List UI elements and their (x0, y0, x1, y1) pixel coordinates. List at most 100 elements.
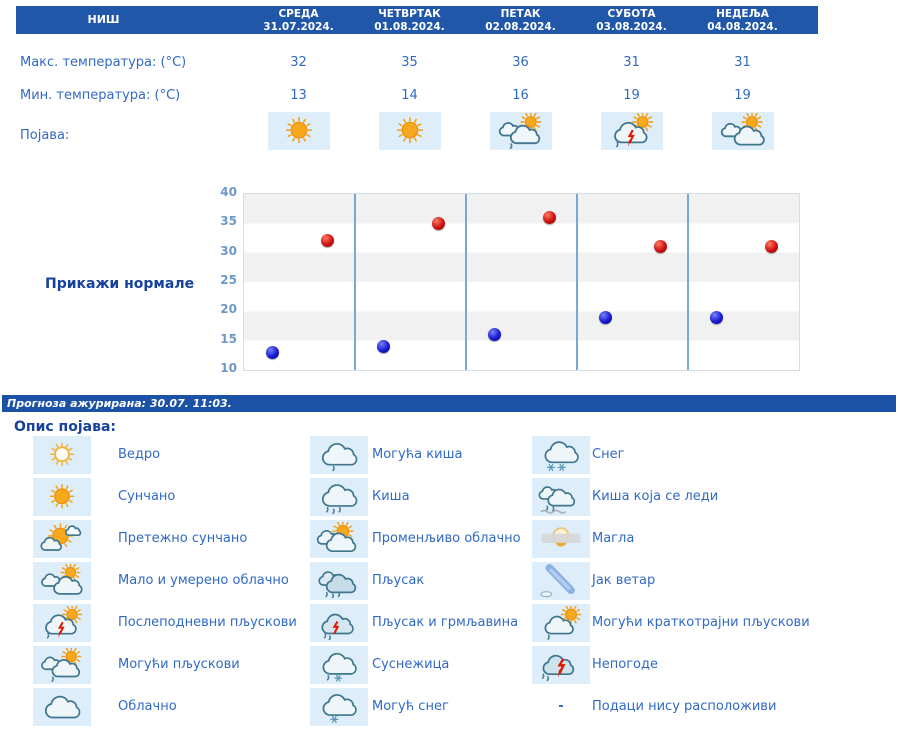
legend-label: Послеподневни пљускови (118, 615, 297, 630)
sunny-icon (382, 113, 438, 149)
temperature-chart-plot (243, 193, 800, 371)
possible-showers-icon (493, 111, 549, 149)
day-date: 03.08.2024. (596, 21, 667, 33)
min-temp-dot (376, 340, 390, 354)
day-header: СРЕДА 31.07.2024. (243, 7, 354, 34)
legend-label: Снег (592, 447, 625, 462)
day-header: ПЕТАК 02.08.2024. (465, 7, 576, 34)
day-date: 04.08.2024. (707, 21, 778, 33)
legend-label: Суснежица (372, 657, 450, 672)
fog-icon (535, 522, 587, 556)
legend-label: Киша која се леди (592, 489, 719, 504)
legend-icon-tile (33, 478, 91, 516)
max-temp-dot (653, 240, 667, 254)
legend-icon-tile (310, 688, 368, 726)
y-axis-tick-label: 15 (220, 331, 237, 346)
city-name: НИШ (87, 13, 120, 26)
min-temp-dot (265, 345, 279, 359)
day-phenomenon-tile (378, 112, 441, 150)
legend-label: Променљиво облачно (372, 531, 521, 546)
day-name: НЕДЕЉА (716, 8, 769, 20)
min-temp-value: 13 (290, 88, 307, 103)
min-temp-row-label: Мин. температура: (°C) (20, 88, 181, 103)
legend-label: Облачно (118, 699, 177, 714)
legend-label: Мало и умерено облачно (118, 573, 289, 588)
mostly-sunny-icon (36, 522, 88, 556)
legend-icon-tile (310, 520, 368, 558)
legend-icon-tile (310, 562, 368, 600)
legend-icon-tile (33, 562, 91, 600)
y-axis-tick-label: 35 (220, 214, 237, 229)
legend-heading: Опис појава: (14, 419, 116, 435)
min-temp-dot (709, 310, 723, 324)
min-temp-value: 16 (512, 88, 529, 103)
max-temp-value: 35 (401, 55, 418, 70)
max-temp-value: 32 (290, 55, 307, 70)
legend-icon-tile (310, 604, 368, 642)
min-temp-value: 19 (623, 88, 640, 103)
shower-thunder-icon (313, 606, 365, 641)
min-temp-value: 14 (401, 88, 418, 103)
day-date: 02.08.2024. (485, 21, 556, 33)
max-temp-dot (764, 240, 778, 254)
show-normals-link[interactable]: Прикажи нормале (45, 276, 195, 292)
rain-icon (313, 480, 365, 514)
cloudy-icon (36, 690, 88, 724)
legend-label: Пљусак и грмљавина (372, 615, 519, 630)
max-temp-value: 36 (512, 55, 529, 70)
day-header: НЕДЕЉА 04.08.2024. (687, 7, 798, 34)
max-temp-dot (431, 216, 445, 230)
legend-label: Могући краткотрајни пљускови (592, 615, 810, 630)
afternoon-showers-icon (604, 111, 660, 149)
max-temp-dot (320, 234, 334, 248)
max-temp-row-label: Макс. температура: (°C) (20, 55, 187, 70)
y-axis-tick-label: 10 (220, 361, 237, 375)
legend-label: Претежно сунчано (118, 531, 248, 546)
legend-label: Могућ снег (372, 699, 449, 714)
legend-label: Киша (372, 489, 410, 504)
day-name: ЧЕТВРТАК (378, 8, 441, 20)
day-header: СУБОТА 03.08.2024. (576, 7, 687, 34)
day-phenomenon-tile (489, 111, 552, 150)
no-data-dash: - (558, 699, 564, 714)
sleet-icon (313, 648, 365, 682)
legend-icon-tile (33, 520, 91, 558)
day-name: СРЕДА (278, 8, 319, 20)
forecast-updated-bar: Прогноза ажурирана: 30.07. 11:03. (2, 395, 896, 412)
day-phenomenon-tile (267, 112, 330, 150)
legend-label: Могућа киша (372, 447, 463, 462)
possible-rain-icon (313, 438, 365, 472)
sunny-icon (36, 480, 88, 514)
day-header: ЧЕТВРТАК 01.08.2024. (354, 7, 465, 34)
y-axis-tick-label: 20 (220, 302, 237, 317)
min-temp-dot (598, 310, 612, 324)
legend-icon-tile (532, 562, 590, 600)
legend-icon-tile (33, 646, 91, 684)
y-axis-tick-label: 40 (220, 185, 237, 199)
legend-label: Магла (592, 531, 635, 546)
forecast-header-bar: НИШ СРЕДА 31.07.2024. ЧЕТВРТАК 01.08.2024. П… (16, 6, 818, 34)
min-temp-value: 19 (734, 88, 751, 103)
legend-icon-tile (532, 604, 590, 642)
max-temp-value: 31 (734, 55, 751, 70)
legend-icon-tile (33, 604, 91, 642)
day-phenomenon-tile (711, 111, 774, 150)
y-axis-tick-label: 25 (220, 273, 237, 287)
min-temp-dot (487, 328, 501, 342)
legend-label: Сунчано (118, 489, 176, 504)
max-temp-dot (542, 210, 556, 224)
legend-label: Пљусак (372, 573, 425, 588)
day-separator-line (354, 194, 356, 370)
day-name: ПЕТАК (500, 8, 541, 20)
partly-cloudy-icon (36, 562, 88, 598)
forecast-updated-text: Прогноза ажурирана: 30.07. 11:03. (7, 397, 232, 410)
storms-icon (535, 648, 587, 682)
max-temp-value: 31 (623, 55, 640, 70)
legend-icon-tile (532, 478, 590, 516)
y-axis-tick-label: 30 (220, 243, 237, 258)
day-date: 31.07.2024. (263, 21, 334, 33)
snow-icon (535, 438, 587, 472)
possible-snow-icon (313, 690, 365, 724)
day-phenomenon-tile (600, 111, 663, 150)
